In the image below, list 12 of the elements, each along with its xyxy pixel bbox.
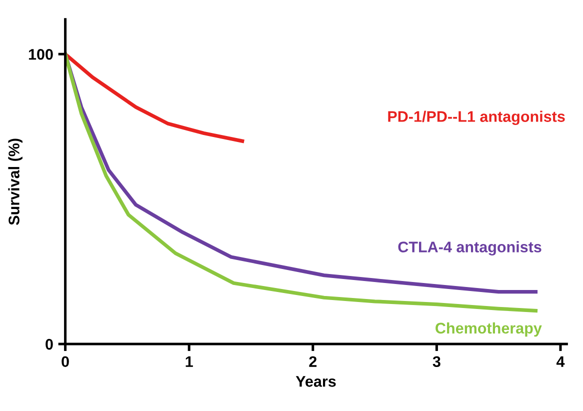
- series-label: CTLA-4 antagonists: [398, 241, 542, 256]
- x-tick-label: 2: [309, 356, 317, 367]
- y-axis-title: Survival (%): [8, 138, 22, 225]
- line-series: [65, 52, 244, 143]
- series-label: Chemotherapy: [436, 322, 542, 337]
- x-tick-label: 1: [186, 356, 193, 367]
- x-tick-label: 3: [432, 356, 440, 368]
- x-tick-label: 0: [62, 356, 69, 368]
- x-axis-title: Years: [296, 376, 336, 387]
- y-tick-label: 100: [28, 48, 53, 60]
- text: PD-1/PD--L1 antagonists: [388, 110, 565, 126]
- x-tick-label: 4: [556, 356, 565, 367]
